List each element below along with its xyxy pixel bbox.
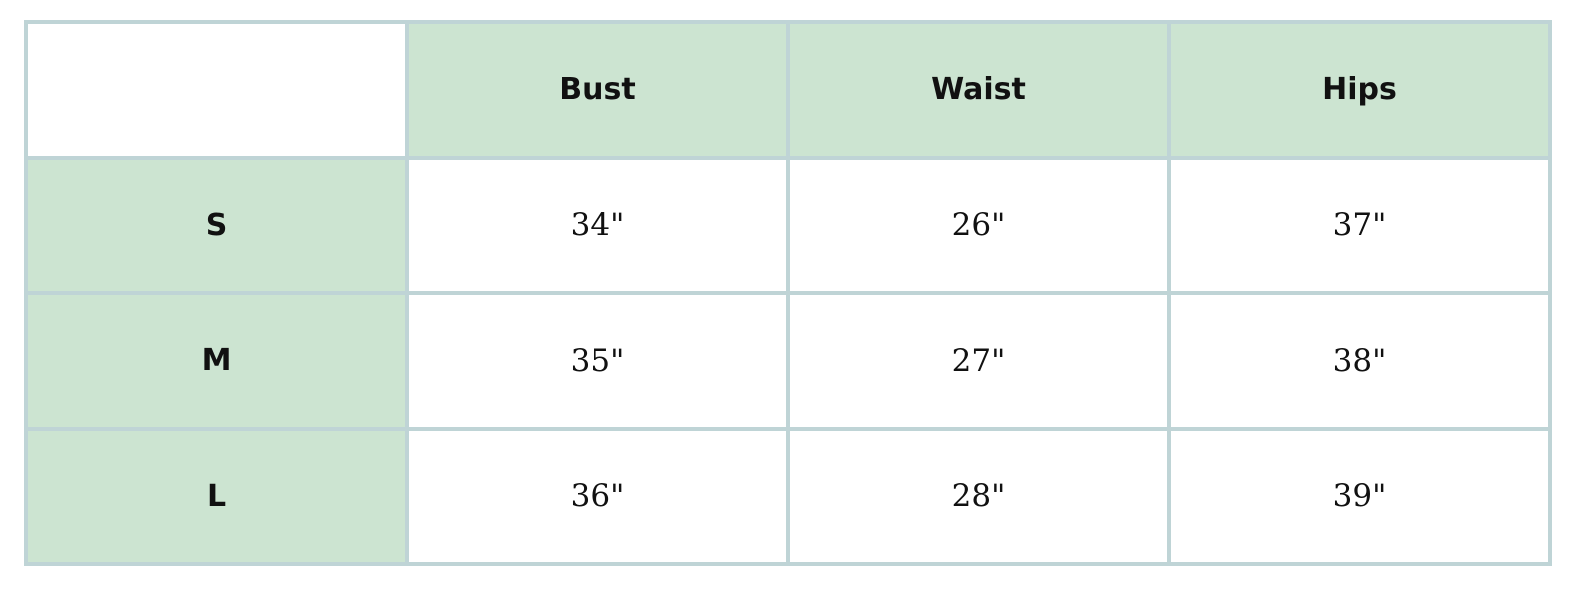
- table-cell: 26": [790, 159, 1167, 291]
- row-header-size: L: [28, 430, 405, 562]
- table-cell: 39": [1171, 430, 1548, 562]
- column-header-hips: Hips: [1171, 24, 1548, 156]
- size-chart-table: Bust Waist Hips S 34" 26" 37" M 35" 27" …: [24, 20, 1552, 566]
- table-cell: 36": [409, 430, 786, 562]
- row-header-size: S: [28, 159, 405, 291]
- column-header-waist: Waist: [790, 24, 1167, 156]
- corner-cell: [28, 24, 405, 156]
- table-cell: 35": [409, 295, 786, 427]
- column-header-bust: Bust: [409, 24, 786, 156]
- table-cell: 37": [1171, 159, 1548, 291]
- table-cell: 27": [790, 295, 1167, 427]
- row-header-size: M: [28, 295, 405, 427]
- table-cell: 34": [409, 159, 786, 291]
- table-cell: 28": [790, 430, 1167, 562]
- table-cell: 38": [1171, 295, 1548, 427]
